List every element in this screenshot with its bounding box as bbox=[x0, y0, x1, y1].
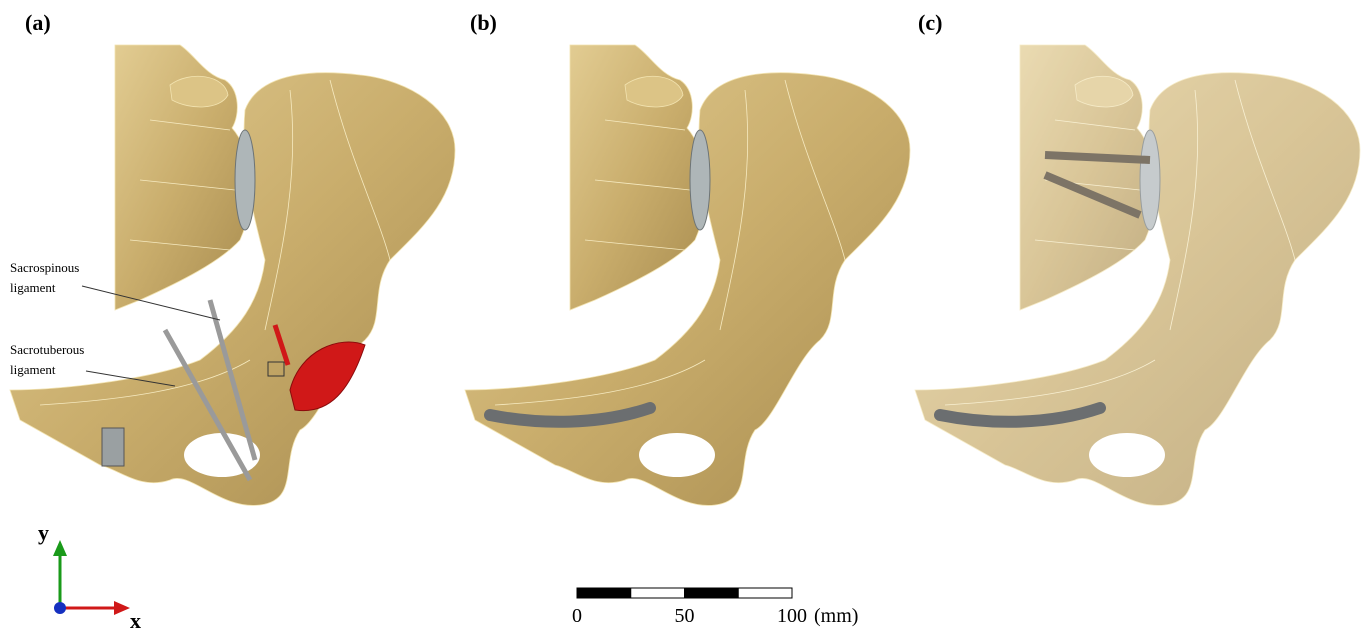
annotation: Sacrotuberous bbox=[10, 342, 84, 357]
panel-c: (c) bbox=[915, 10, 1360, 505]
annotation: ligament bbox=[10, 280, 56, 295]
pelvis-model bbox=[915, 45, 1360, 505]
x-arrowhead bbox=[114, 601, 130, 615]
scale-tick-label: 100 bbox=[777, 605, 807, 627]
scale-segment bbox=[685, 588, 739, 598]
scale-segment bbox=[577, 588, 631, 598]
axes-triad: y x bbox=[38, 520, 141, 631]
scale-segment bbox=[738, 588, 792, 598]
scale-unit: (mm) bbox=[814, 605, 858, 627]
panel-label: (c) bbox=[918, 10, 942, 35]
y-arrowhead bbox=[53, 540, 67, 556]
panel-a: (a) Sacrospinous ligament Sacrotuberous … bbox=[10, 10, 455, 505]
annotation: Sacrospinous bbox=[10, 260, 79, 275]
axis-label: x bbox=[130, 608, 141, 631]
panel-label: (a) bbox=[25, 10, 51, 35]
panel-label: (b) bbox=[470, 10, 497, 35]
scale-segment bbox=[631, 588, 685, 598]
figure: (a) Sacrospinous ligament Sacrotuberous … bbox=[0, 0, 1363, 631]
annotation: ligament bbox=[10, 362, 56, 377]
scale-bar: 0 50 100 (mm) bbox=[572, 588, 858, 627]
panel-b: (b) bbox=[465, 10, 910, 505]
pelvis-model bbox=[465, 45, 910, 505]
axis-label: y bbox=[38, 520, 49, 545]
z-dot bbox=[54, 602, 66, 614]
scale-tick-label: 50 bbox=[675, 605, 695, 627]
scale-tick-label: 0 bbox=[572, 605, 582, 627]
pelvis-model bbox=[10, 45, 455, 505]
symphysis-pad bbox=[102, 428, 124, 466]
